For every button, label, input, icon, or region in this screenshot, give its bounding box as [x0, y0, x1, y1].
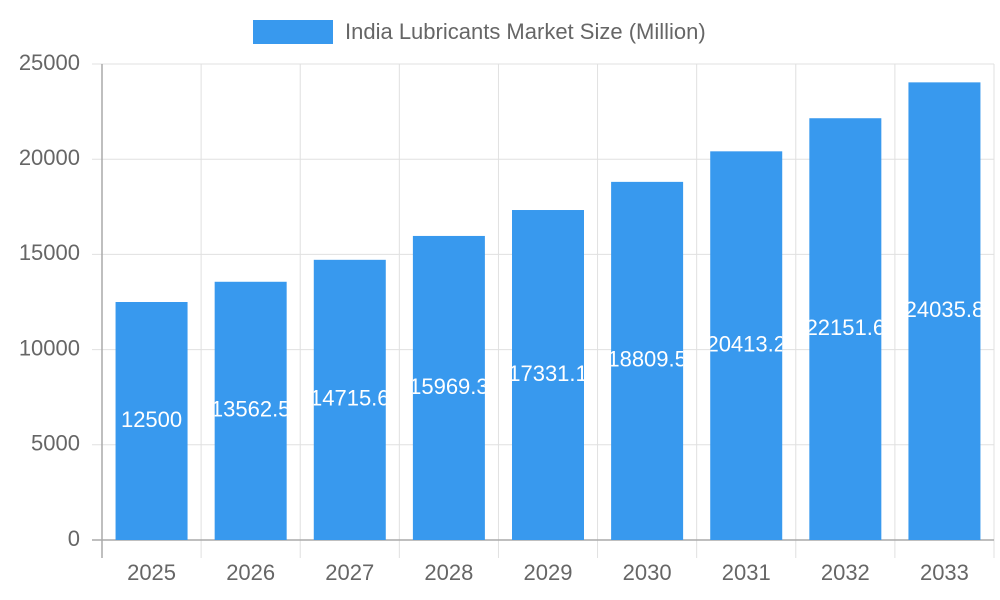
bar: [214, 281, 287, 540]
data-label: 22151.6: [806, 315, 886, 340]
data-label: 18809.5: [607, 347, 687, 372]
data-label: 20413.2: [706, 331, 786, 356]
bar: [809, 118, 882, 541]
data-label: 14715.6: [310, 386, 390, 411]
x-tick-label: 2025: [127, 560, 176, 585]
bar: [115, 302, 188, 540]
x-tick-label: 2027: [325, 560, 374, 585]
bar: [908, 82, 981, 540]
y-tick-label: 15000: [19, 240, 80, 265]
x-tick-label: 2033: [920, 560, 969, 585]
bar: [313, 259, 386, 540]
y-tick-label: 0: [68, 526, 80, 551]
x-tick-label: 2026: [226, 560, 275, 585]
x-tick-label: 2031: [722, 560, 771, 585]
legend-label: India Lubricants Market Size (Million): [345, 19, 706, 44]
y-tick-label: 10000: [19, 335, 80, 360]
bar: [412, 235, 485, 541]
data-label: 12500: [121, 407, 182, 432]
bar: [710, 151, 783, 540]
y-tick-label: 25000: [19, 50, 80, 75]
data-label: 13562.5: [211, 397, 291, 422]
legend-swatch: [253, 20, 333, 44]
y-tick-label: 5000: [31, 431, 80, 456]
x-tick-label: 2029: [524, 560, 573, 585]
data-label: 15969.3: [409, 374, 489, 399]
x-tick-label: 2030: [623, 560, 672, 585]
bar: [512, 210, 584, 540]
bar: [611, 181, 684, 540]
x-tick-label: 2028: [424, 560, 473, 585]
data-label: 24035.8: [905, 297, 985, 322]
data-label: 17331.1: [508, 361, 588, 386]
x-tick-label: 2032: [821, 560, 870, 585]
plot: 0 5000 10000 15000 20000 25000 India Lubricant…: [19, 19, 985, 585]
y-tick-label: 20000: [19, 145, 80, 170]
